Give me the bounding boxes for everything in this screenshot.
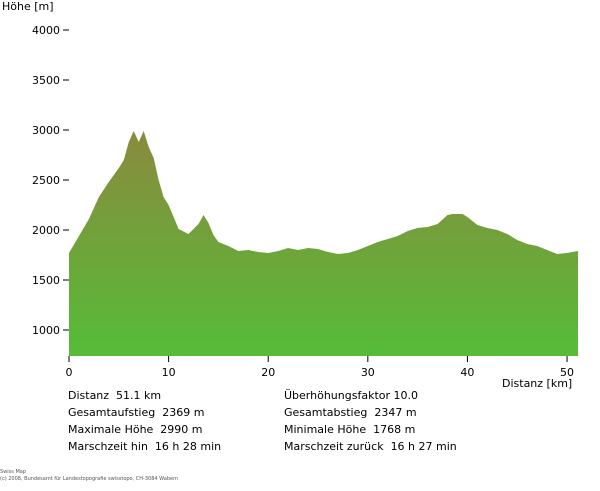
x-tick-label-30: 30 <box>361 366 375 379</box>
y-tick-label-1500: 1500 <box>32 274 60 287</box>
y-tick-label-1000: 1000 <box>32 324 60 337</box>
y-tick-label-3500: 3500 <box>32 74 60 87</box>
elevation-area <box>69 131 578 356</box>
y-tick-label-2500: 2500 <box>32 174 60 187</box>
y-axis-label: Höhe [m] <box>2 0 54 13</box>
y-tick-label-3000: 3000 <box>32 124 60 137</box>
x-tick-label-50: 50 <box>560 366 574 379</box>
x-tick-label-40: 40 <box>460 366 474 379</box>
x-axis-label: Distanz [km] <box>502 377 572 390</box>
footer-source: Swiss Map <box>0 469 27 475</box>
y-tick-label-2000: 2000 <box>32 224 60 237</box>
footer-copyright: (c) 2008, Bundesamt für Landestopografie… <box>0 476 179 482</box>
y-tick-label-4000: 4000 <box>32 24 60 37</box>
x-tick-label-20: 20 <box>261 366 275 379</box>
x-tick-label-0: 0 <box>66 366 73 379</box>
x-tick-label-10: 10 <box>162 366 176 379</box>
